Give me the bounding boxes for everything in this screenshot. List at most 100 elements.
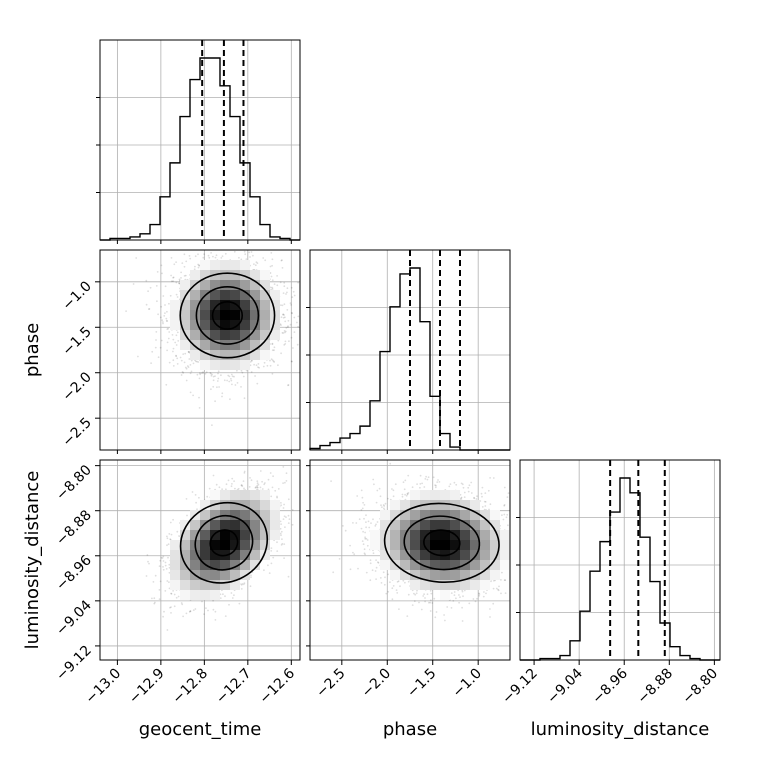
density-cell (220, 300, 230, 310)
sample-point (185, 260, 188, 263)
sample-point (280, 304, 282, 306)
density-cell (270, 300, 280, 310)
sample-point (189, 391, 192, 394)
sample-point (250, 359, 253, 362)
sample-point (208, 487, 211, 490)
sample-point (287, 498, 290, 501)
sample-point (203, 253, 206, 256)
sample-point (256, 480, 259, 483)
sample-point (292, 347, 294, 349)
sample-point (287, 326, 289, 328)
sample-point (261, 488, 264, 490)
density-cell (260, 300, 270, 310)
sample-point (276, 550, 279, 552)
density-cell (210, 330, 220, 340)
sample-point (163, 315, 166, 317)
sample-point (255, 261, 258, 263)
sample-point (281, 267, 284, 269)
sample-point (277, 339, 280, 342)
sample-point (250, 479, 253, 482)
sample-point (254, 375, 256, 377)
sample-point (271, 372, 274, 375)
sample-point (276, 496, 278, 499)
sample-point (184, 366, 187, 369)
sample-point (217, 372, 219, 375)
contour-line (211, 301, 244, 330)
sample-point (214, 256, 217, 259)
sample-point (276, 284, 279, 287)
sample-point (166, 629, 169, 631)
sample-point (186, 365, 189, 367)
sample-point (198, 496, 200, 499)
sample-point (221, 488, 224, 490)
sample-point (194, 255, 197, 258)
sample-point (255, 486, 257, 488)
sample-point (179, 356, 182, 359)
density-cell (180, 300, 190, 310)
sample-point (180, 271, 183, 274)
density-cell (200, 260, 210, 270)
density-cell (170, 320, 180, 330)
sample-point (267, 478, 270, 481)
density-cell (210, 350, 220, 360)
histogram-phase (309, 267, 510, 451)
sample-point (196, 373, 199, 376)
sample-point (166, 310, 168, 313)
density-cell (230, 330, 240, 340)
sample-point (288, 340, 290, 343)
sample-point (249, 256, 251, 258)
density-cell (200, 340, 210, 350)
sample-point (175, 596, 178, 599)
sample-point (164, 304, 166, 306)
sample-point (177, 340, 180, 342)
sample-point (283, 314, 285, 316)
sample-point (292, 290, 295, 293)
sample-point (183, 265, 186, 268)
sample-point (231, 477, 234, 480)
sample-point (216, 386, 218, 389)
sample-point (252, 254, 254, 257)
sample-point (293, 294, 296, 297)
sample-point (206, 495, 209, 498)
sample-point (185, 367, 188, 370)
sample-point (125, 310, 127, 312)
sample-point (166, 328, 169, 330)
density-cell (200, 310, 210, 320)
sample-point (243, 582, 246, 584)
sample-point (197, 253, 199, 256)
sample-point (263, 569, 265, 572)
sample-point (224, 595, 226, 598)
sample-point (167, 543, 170, 546)
sample-point (135, 257, 138, 259)
sample-point (176, 357, 179, 360)
sample-point (162, 568, 165, 571)
density-cell (250, 340, 260, 350)
sample-point (212, 255, 214, 258)
sample-point (167, 327, 170, 330)
sample-point (172, 590, 175, 592)
sample-point (210, 372, 212, 375)
density-cell (230, 340, 240, 350)
sample-point (161, 272, 163, 275)
sample-point (207, 609, 209, 612)
sample-point (226, 379, 229, 382)
sample-point (245, 258, 248, 260)
sample-point (178, 278, 181, 281)
sample-point (205, 607, 207, 609)
sample-point (155, 331, 158, 333)
density-cell (250, 330, 260, 340)
density-cell (270, 330, 280, 340)
sample-point (280, 504, 282, 507)
density-cell (200, 360, 210, 370)
sample-point (256, 382, 259, 385)
sample-point (185, 498, 188, 500)
density-cell (230, 360, 240, 370)
sample-point (243, 487, 245, 490)
sample-point (218, 386, 221, 388)
sample-point (162, 322, 164, 325)
density-cell (190, 270, 200, 280)
density-cell (180, 320, 190, 330)
sample-point (231, 483, 233, 485)
sample-point (191, 491, 194, 493)
density-cell (210, 290, 220, 300)
